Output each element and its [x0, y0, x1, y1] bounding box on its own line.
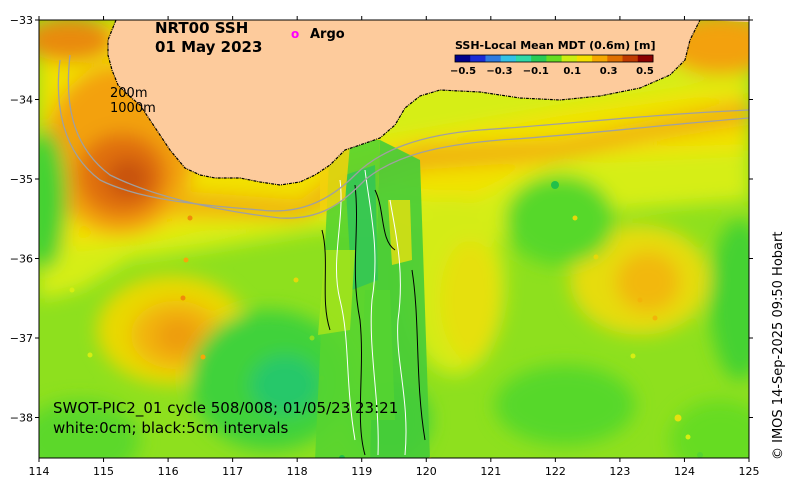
colorbar-swatch: [607, 55, 624, 62]
y-tick-label: −38: [10, 412, 33, 425]
x-tick-label: 121: [480, 465, 501, 478]
y-tick-label: −34: [10, 94, 33, 107]
colorbar-tick-label: 0.5: [636, 66, 654, 77]
colorbar-title: SSH-Local Mean MDT (0.6m) [m]: [455, 39, 655, 52]
x-tick-label: 114: [29, 465, 50, 478]
x-axis: 114 115 116 117 118 119 120 121 122 123 124 125: [29, 16, 760, 478]
x-tick-label: 124: [674, 465, 695, 478]
coastline: [107, 20, 701, 186]
x-tick-label: 118: [287, 465, 308, 478]
isobath-label-200m: 200m: [110, 86, 147, 101]
colorbar-swatch: [455, 55, 471, 62]
colorbar-tick-label: −0.1: [523, 66, 549, 77]
swot-swath: [315, 140, 430, 458]
y-tick-label: −36: [10, 253, 33, 266]
map-title-line1: NRT00 SSH: [155, 19, 248, 37]
argo-legend-label: Argo: [310, 27, 345, 42]
x-tick-label: 117: [222, 465, 243, 478]
x-tick-label: 119: [351, 465, 372, 478]
colorbar: SSH-Local Mean MDT (0.6m) [m] −0.5 −0.3 −0…: [450, 39, 656, 77]
colorbar-swatch: [500, 55, 517, 62]
swot-info-line1: SWOT-PIC2_01 cycle 508/008; 01/05/23 23:…: [53, 399, 398, 418]
colorbar-tick-label: −0.3: [486, 66, 512, 77]
argo-legend-marker: o: [291, 27, 299, 41]
colorbar-swatch: [515, 55, 532, 62]
map-title-line2: 01 May 2023: [155, 38, 262, 56]
colorbar-swatch: [637, 55, 654, 62]
plot-frame: [38, 19, 750, 459]
colorbar-swatch: [531, 55, 547, 62]
isobath-lines: [57, 54, 749, 219]
x-tick-label: 123: [609, 465, 630, 478]
colorbar-swatch: [622, 55, 639, 62]
x-tick-label: 122: [545, 465, 566, 478]
ssh-field: [39, 20, 749, 458]
imos-credit: © IMOS 14-Sep-2025 09:50 Hobart: [771, 232, 786, 460]
isobath-label-1000m: 1000m: [110, 101, 156, 116]
colorbar-swatch: [576, 55, 593, 62]
y-tick-label: −35: [10, 173, 33, 186]
swot-info-line2: white:0cm; black:5cm intervals: [53, 419, 289, 437]
x-tick-label: 125: [739, 465, 760, 478]
y-tick-label: −37: [10, 332, 33, 345]
colorbar-swatch: [561, 55, 578, 62]
colorbar-tick-label: 0.3: [600, 66, 618, 77]
y-axis: −33 −34 −35 −36 −37 −38: [10, 14, 753, 425]
x-tick-label: 116: [158, 465, 179, 478]
colorbar-tick-label: 0.1: [563, 66, 581, 77]
colorbar-swatch: [470, 55, 486, 62]
colorbar-swatch: [592, 55, 608, 62]
colorbar-tick-label: −0.5: [450, 66, 476, 77]
colorbar-swatch: [546, 55, 563, 62]
colorbar-swatch: [485, 55, 502, 62]
x-tick-label: 120: [416, 465, 437, 478]
x-tick-label: 115: [93, 465, 114, 478]
argo-floats: [69, 181, 703, 458]
y-tick-label: −33: [10, 14, 33, 27]
colorbar-border: [454, 54, 654, 63]
